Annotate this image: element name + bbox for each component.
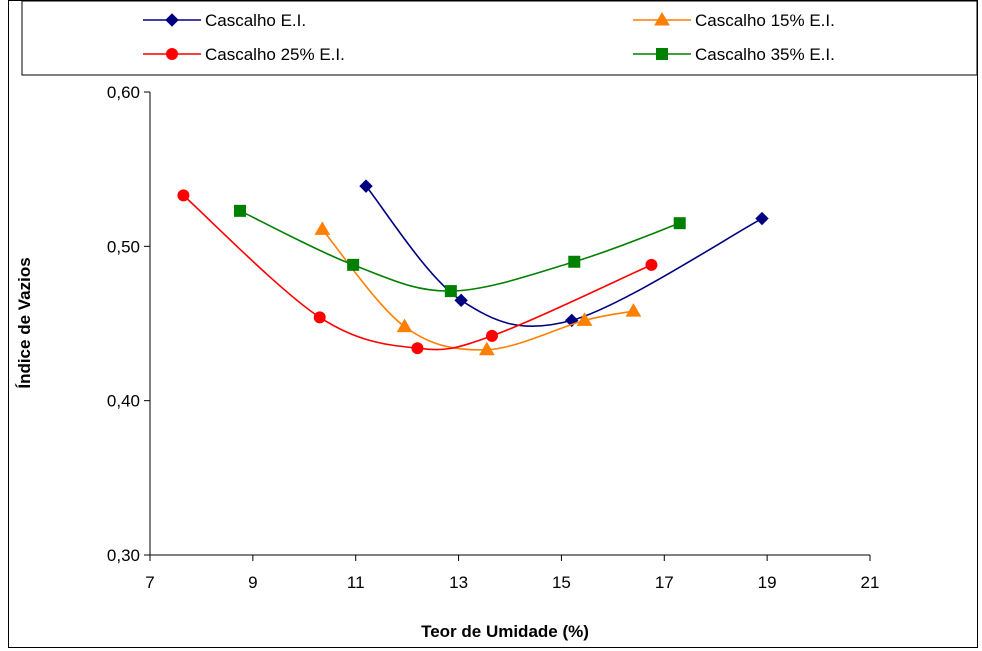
legend-box [21, 0, 978, 76]
data-point [234, 204, 246, 217]
y-tick-label: 0,60 [107, 83, 140, 102]
series-4 [234, 204, 686, 298]
legend-label: Cascalho 25% E.I. [205, 45, 345, 64]
x-tick-label: 7 [145, 573, 154, 592]
data-point [444, 285, 457, 298]
data-point [625, 303, 642, 317]
data-point [576, 312, 593, 326]
series-line [321, 228, 634, 351]
legend-marker [656, 48, 668, 60]
data-point [411, 342, 424, 355]
legend-entry: Cascalho 25% E.I. [143, 45, 345, 64]
legend-marker [654, 12, 670, 26]
legend: Cascalho E.I. Cascalho 15% E.I. Cascalho 2… [143, 11, 835, 64]
data-point [359, 179, 373, 193]
data-point [755, 211, 769, 226]
x-tick-label: 21 [861, 573, 880, 592]
y-axis-title: Índice de Vazios [15, 257, 34, 388]
data-point [313, 311, 326, 324]
series-2 [314, 221, 642, 356]
data-point [177, 189, 190, 202]
legend-label: Cascalho 35% E.I. [695, 45, 835, 64]
data-point [673, 217, 686, 230]
series-3 [177, 189, 658, 355]
x-tick-label: 19 [758, 573, 777, 592]
legend-label: Cascalho 15% E.I. [695, 11, 835, 30]
y-tick-label: 0,30 [107, 546, 140, 565]
data-point [454, 293, 468, 308]
legend-label: Cascalho E.I. [205, 11, 306, 30]
series-layer [177, 179, 769, 356]
legend-entry: Cascalho 15% E.I. [633, 11, 835, 30]
x-tick-label: 9 [248, 573, 257, 592]
y-tick-label: 0,50 [107, 237, 140, 256]
x-tick-label: 13 [449, 573, 468, 592]
data-point [568, 255, 581, 268]
legend-marker [166, 48, 178, 60]
x-axis-title: Teor de Umidade (%) [421, 622, 589, 641]
series-line [239, 210, 680, 292]
legend-marker [165, 13, 179, 27]
x-tick-label: 15 [552, 573, 571, 592]
data-point [486, 329, 498, 342]
data-point [396, 318, 413, 333]
y-tick-label: 0,40 [107, 392, 140, 411]
axes: 7 9 11 13 15 17 19 21 0,30 0,40 0,50 0,60 [107, 83, 880, 592]
data-point [314, 221, 331, 235]
data-point [478, 341, 495, 356]
x-tick-label: 11 [347, 573, 365, 592]
legend-entry: Cascalho 35% E.I. [633, 45, 835, 64]
x-tick-label: 17 [655, 573, 674, 592]
data-point [645, 258, 658, 271]
legend-entry: Cascalho E.I. [143, 11, 306, 30]
series-line [182, 194, 652, 351]
data-point [347, 258, 360, 271]
